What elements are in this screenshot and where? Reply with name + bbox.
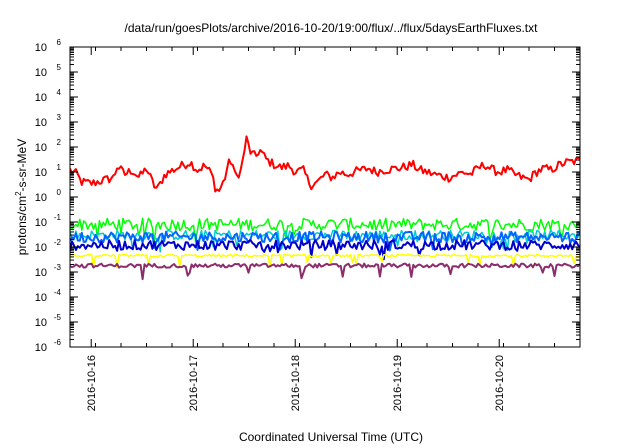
y-tick-exponent: 5 (57, 63, 62, 72)
y-axis-label: protons/cm2-s-sr-MeV (14, 139, 29, 255)
y-tick-label: 10 (35, 342, 47, 354)
series-line-2 (70, 229, 580, 253)
y-tick-exponent: 2 (57, 138, 62, 147)
y-axis-label-superscript: 2 (14, 191, 23, 196)
y-tick-label: 10 (35, 42, 47, 54)
y-tick-label: 10 (35, 142, 47, 154)
plot-area (69, 46, 581, 348)
series-line-5 (70, 253, 580, 269)
y-tick-label: 10 (35, 292, 47, 304)
y-tick-label: 10 (35, 117, 47, 129)
y-tick-label: 10 (35, 167, 47, 179)
x-tick-label: 2016-10-19 (392, 355, 404, 411)
y-tick-label: 10 (35, 92, 47, 104)
y-tick-exponent: -6 (54, 338, 62, 347)
x-tick-label: 2016-10-18 (290, 355, 302, 411)
y-tick-exponent: -5 (54, 313, 62, 322)
chart-title: /data/run/goesPlots/archive/2016-10-20/1… (125, 21, 539, 35)
y-axis-label-unit: -s-sr-MeV (15, 139, 29, 192)
y-tick-exponent: -3 (54, 263, 62, 272)
y-tick-exponent: 3 (57, 113, 62, 122)
plot-frame (69, 46, 581, 348)
x-tick-label: 2016-10-17 (188, 355, 200, 411)
y-tick-exponent: -4 (54, 288, 62, 297)
y-tick-label: 10 (35, 192, 47, 204)
y-tick-exponent: 0 (57, 188, 62, 197)
x-tick-label: 2016-10-20 (494, 355, 506, 411)
y-tick-exponent: 6 (57, 38, 62, 47)
y-tick-label: 10 (35, 317, 47, 329)
y-tick-exponent: -2 (54, 238, 62, 247)
y-tick-label: 10 (35, 217, 47, 229)
y-tick-label: 10 (35, 267, 47, 279)
y-tick-exponent: 4 (57, 88, 62, 97)
series-line-0 (70, 135, 580, 193)
y-tick-label: 10 (35, 242, 47, 254)
series-line-1 (70, 217, 580, 243)
y-tick-exponent: 1 (57, 163, 62, 172)
x-axis: 2016-10-16 2016-10-17 2016-10-18 2016-10-19… (86, 47, 555, 411)
series-line-6 (70, 262, 580, 281)
y-axis-label-main: protons/cm (15, 196, 29, 255)
x-axis-label: Coordinated Universal Time (UTC) (239, 430, 423, 444)
y-tick-exponent: -1 (54, 213, 62, 222)
x-tick-label: 2016-10-16 (86, 355, 98, 411)
y-axis: 10 -6 10 -5 10 -4 10 -3 10 -2 10 -1 10 0 10 1 10 2 10 3 10 4 1… (35, 38, 580, 354)
y-tick-label: 10 (35, 67, 47, 79)
series-line-4 (70, 239, 580, 261)
